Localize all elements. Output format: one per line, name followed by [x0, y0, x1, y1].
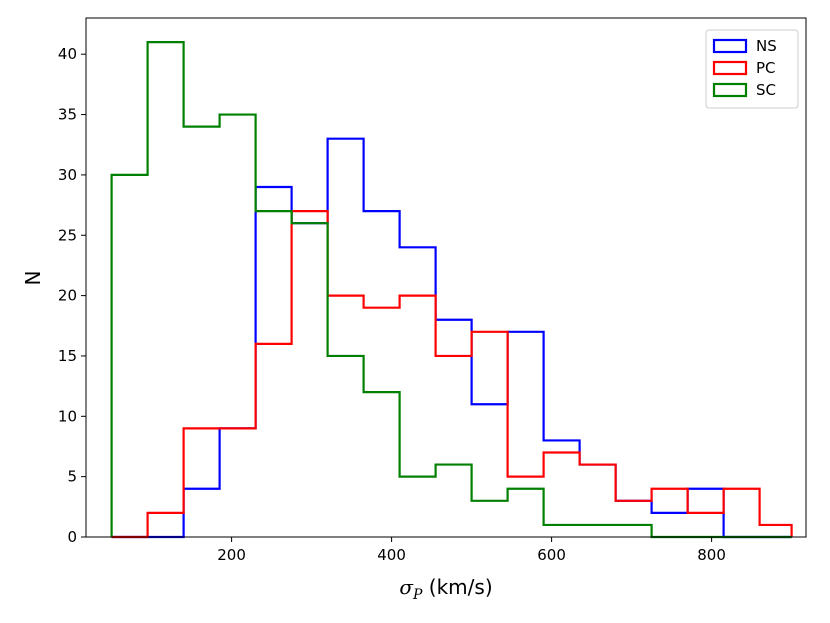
y-tick-label: 35 — [58, 106, 77, 124]
x-tick-label: 400 — [377, 546, 406, 564]
legend-swatch-pc — [712, 60, 748, 76]
x-axis-label: σP (km/s) — [399, 575, 492, 603]
legend-box — [705, 29, 799, 109]
series-ns-step-line — [111, 137, 792, 539]
y-tick-label: 0 — [67, 528, 77, 546]
y-tick-label: 30 — [58, 166, 77, 184]
histogram-steps — [110, 41, 793, 539]
legend-swatch-sc — [712, 82, 748, 98]
y-tick-label: 5 — [67, 468, 77, 486]
legend-label-ns: NS — [756, 37, 777, 55]
legend-swatch-ns — [712, 38, 748, 54]
plot-frame — [85, 17, 807, 538]
legend-label-pc: PC — [756, 59, 776, 77]
legend-label-sc: SC — [756, 81, 776, 99]
x-axis-ticks: 200 400 600 800 — [217, 537, 726, 564]
y-tick-label: 15 — [58, 347, 77, 365]
x-axis-label-subscript: P — [412, 587, 423, 603]
x-axis-label-symbol: σ — [399, 575, 414, 599]
y-axis-ticks: 0 5 10 15 20 25 30 35 40 — [58, 45, 86, 546]
x-axis-label-units: (km/s) — [422, 575, 492, 599]
series-pc-step-line — [111, 210, 793, 539]
y-tick-label: 40 — [58, 45, 77, 63]
x-tick-label: 600 — [537, 546, 566, 564]
y-tick-label: 25 — [58, 226, 77, 244]
series-sc-step-line — [110, 41, 792, 539]
x-tick-label: 800 — [697, 546, 726, 564]
y-tick-label: 20 — [58, 287, 77, 305]
y-axis-label: N — [21, 271, 45, 286]
x-tick-label: 200 — [217, 546, 246, 564]
legend: NS PC SC — [705, 29, 799, 109]
y-tick-label: 10 — [58, 407, 77, 425]
